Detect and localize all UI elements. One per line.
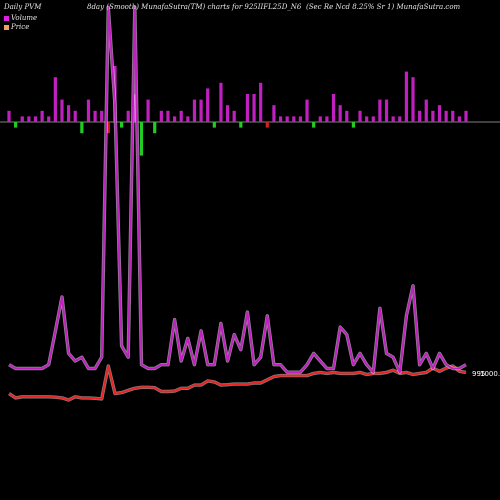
volume-bar bbox=[73, 110, 77, 122]
volume-bar bbox=[199, 99, 203, 122]
last-price-value-label: 1000.23 bbox=[480, 370, 500, 378]
volume-bar bbox=[457, 116, 461, 122]
volume-bar bbox=[53, 77, 57, 122]
volume-bar bbox=[219, 82, 223, 122]
legend-price: Price bbox=[4, 23, 29, 31]
volume-bar bbox=[47, 116, 51, 122]
volume-bar bbox=[451, 110, 455, 122]
price-series bbox=[8, 364, 467, 402]
volume-bar bbox=[371, 116, 375, 122]
volume-bar bbox=[192, 99, 197, 122]
volume-bar bbox=[398, 116, 402, 122]
volume-bar bbox=[384, 99, 389, 122]
volume-line bbox=[8, 6, 467, 374]
volume-bar bbox=[239, 122, 243, 128]
volume-bar bbox=[418, 110, 422, 122]
volume-bar bbox=[378, 99, 382, 122]
volume-bar bbox=[146, 99, 150, 122]
volume-bar bbox=[33, 116, 38, 122]
volume-bar bbox=[272, 105, 276, 122]
volume-line-glow bbox=[8, 5, 467, 374]
volume-bar bbox=[232, 110, 236, 122]
volume-bar bbox=[259, 82, 263, 122]
legend-price-label: Price bbox=[11, 23, 30, 31]
chart-title-left: Daily PVM bbox=[4, 3, 42, 11]
volume-bar bbox=[186, 116, 190, 122]
last-price-label: 995 bbox=[472, 370, 486, 378]
legend-volume-swatch bbox=[4, 15, 9, 21]
volume-bar bbox=[318, 116, 322, 122]
volume-bar bbox=[265, 122, 269, 128]
volume-bar bbox=[404, 71, 408, 122]
volume-bar bbox=[60, 99, 64, 122]
volume-bar bbox=[27, 116, 31, 122]
volume-bar bbox=[212, 122, 216, 128]
volume-bar bbox=[411, 77, 415, 122]
volume-bar bbox=[225, 105, 230, 122]
volume-bar bbox=[40, 110, 44, 122]
volume-bar bbox=[80, 122, 84, 134]
legend-volume: Volume bbox=[4, 14, 37, 22]
volume-bar bbox=[159, 110, 163, 122]
volume-bar bbox=[166, 110, 170, 122]
volume-bar bbox=[7, 110, 11, 122]
volume-bar bbox=[292, 116, 296, 122]
volume-bar bbox=[245, 94, 250, 122]
volume-bar bbox=[153, 122, 157, 134]
volume-bar bbox=[444, 110, 448, 122]
volume-bar bbox=[391, 116, 395, 122]
volume-bar bbox=[345, 110, 349, 122]
volume-bar bbox=[179, 110, 183, 122]
volume-bar bbox=[365, 116, 369, 122]
volume-bar bbox=[331, 94, 336, 122]
volume-bar bbox=[351, 122, 356, 128]
volume-series bbox=[8, 5, 467, 374]
price-line bbox=[8, 365, 467, 401]
volume-bar bbox=[358, 110, 362, 122]
volume-bar bbox=[424, 99, 428, 122]
volume-bar bbox=[437, 105, 442, 122]
volume-bar bbox=[14, 122, 18, 128]
volume-bar bbox=[252, 94, 256, 122]
volume-bar bbox=[139, 122, 144, 156]
volume-bar bbox=[305, 99, 309, 122]
volume-bar bbox=[172, 116, 177, 122]
volume-bar bbox=[20, 116, 24, 122]
volume-bar bbox=[86, 99, 91, 122]
chart-title: 8day (Smooth) MunafaSutra(TM) charts for… bbox=[87, 3, 302, 11]
volume-bar bbox=[119, 122, 124, 128]
volume-bar bbox=[325, 116, 329, 122]
volume-bar bbox=[206, 88, 210, 122]
chart-title-right: (Sec Re Ncd 8.25% Sr 1) MunafaSutra.com bbox=[306, 3, 461, 11]
volume-bar bbox=[298, 116, 303, 122]
volume-bar bbox=[278, 116, 283, 122]
volume-bar bbox=[100, 110, 104, 122]
volume-bar bbox=[126, 110, 130, 122]
legend-volume-label: Volume bbox=[11, 14, 38, 22]
volume-bar bbox=[431, 110, 435, 122]
volume-bar bbox=[106, 122, 110, 134]
volume-bar bbox=[285, 116, 289, 122]
legend-price-swatch bbox=[4, 24, 9, 30]
volume-bar bbox=[464, 110, 468, 122]
volume-bar bbox=[338, 105, 342, 122]
volume-bar bbox=[133, 94, 137, 122]
volume-bars bbox=[7, 66, 468, 156]
volume-bar bbox=[67, 105, 71, 122]
volume-bar bbox=[312, 122, 316, 128]
volume-bar bbox=[93, 110, 97, 122]
